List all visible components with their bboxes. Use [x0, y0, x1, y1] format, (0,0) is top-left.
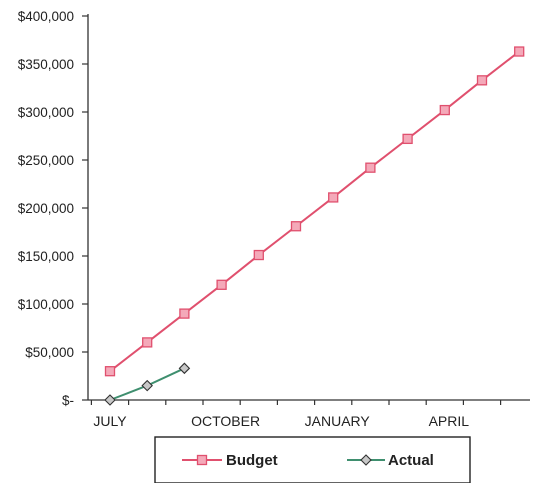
budget-point: [439, 104, 450, 116]
legend-budget-label: Budget: [226, 452, 278, 469]
y-tick-label: $150,000: [18, 249, 74, 264]
actual-point: [141, 379, 153, 392]
budget-point: [142, 337, 153, 348]
y-tick-label: $200,000: [18, 201, 74, 216]
series-budget: [104, 46, 525, 377]
budget-point: [253, 249, 264, 261]
budget-point: [328, 192, 339, 203]
y-tick-label: $400,000: [18, 9, 74, 24]
actual-point: [104, 394, 116, 406]
plot-series: [104, 46, 525, 406]
budget-point: [104, 366, 116, 377]
budget-point: [476, 75, 488, 86]
series-budget-line: [109, 50, 520, 372]
legend: Budget Actual: [154, 436, 471, 483]
y-tick-label: $250,000: [18, 153, 74, 168]
x-tick-label: APRIL: [429, 413, 470, 429]
y-tick-label: $350,000: [18, 57, 74, 72]
budget-point: [365, 162, 376, 173]
budget-point: [179, 308, 190, 319]
budget-point: [402, 133, 413, 145]
budget-point: [290, 221, 302, 232]
legend-actual-label: Actual: [388, 452, 434, 469]
budget-point: [514, 46, 525, 57]
x-tick-label: OCTOBER: [191, 413, 260, 429]
x-tick-label: JANUARY: [305, 413, 371, 429]
y-tick-label: $300,000: [18, 105, 74, 120]
series-actual: [104, 362, 191, 406]
y-tick-label: $50,000: [25, 345, 74, 360]
x-tick-label: JULY: [93, 413, 127, 429]
y-tick-label: $100,000: [18, 297, 74, 312]
y-tick-label: $-: [62, 393, 74, 408]
legend-budget-marker: [196, 454, 208, 466]
actual-point: [178, 362, 191, 375]
budget-point: [216, 279, 227, 290]
x-axis: JULY OCTOBER JANUARY APRIL: [88, 399, 530, 429]
y-axis: $- $50,000 $100,000 $150,000 $200,000 $250,00…: [18, 9, 89, 408]
legend-actual-marker: [360, 454, 372, 466]
